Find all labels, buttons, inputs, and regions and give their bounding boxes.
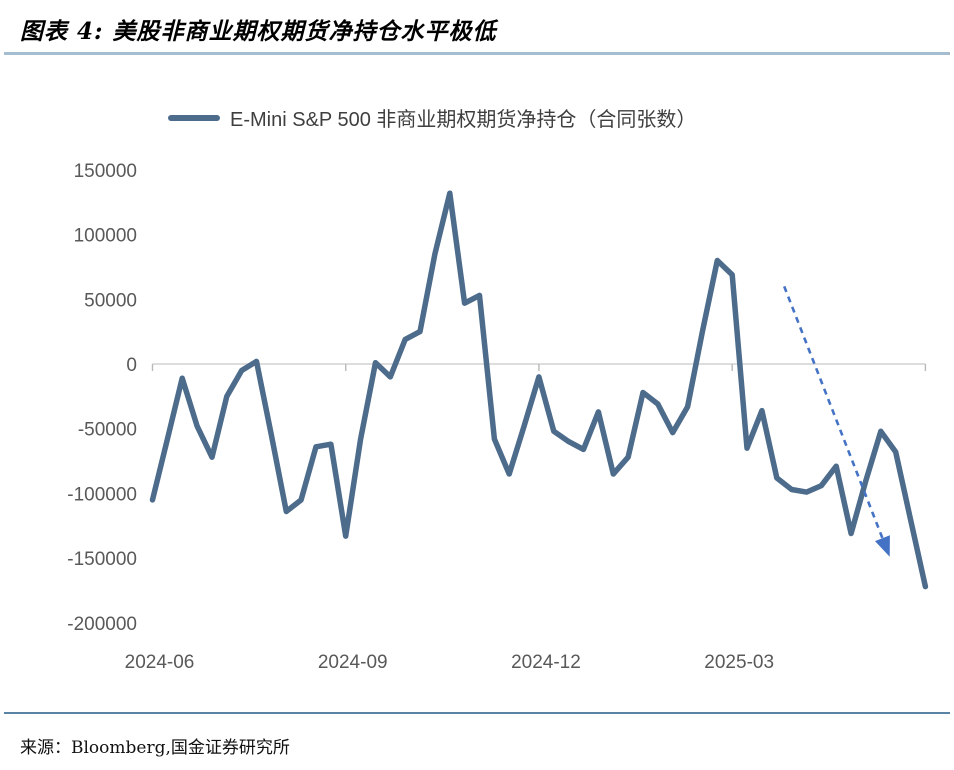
source-divider	[4, 712, 950, 714]
y-axis-tick-label: 50000	[84, 290, 137, 311]
x-axis-tick-label: 2024-12	[511, 652, 581, 673]
y-axis-tick-label: -200000	[67, 614, 137, 635]
x-axis-tick-label: 2024-09	[318, 652, 388, 673]
y-axis-tick-label: -50000	[78, 420, 137, 441]
title-divider	[4, 52, 950, 55]
y-axis-tick-label: 150000	[74, 161, 137, 182]
y-axis-tick-label: 100000	[74, 226, 137, 247]
source-note: 来源：Bloomberg,国金证券研究所	[20, 738, 290, 758]
y-axis-tick-label: -150000	[67, 549, 137, 570]
legend-line-swatch	[168, 114, 220, 121]
y-axis-tick-label: -100000	[67, 484, 137, 505]
x-axis-tick-label: 2025-03	[704, 652, 774, 673]
trend-arrowhead	[875, 535, 890, 557]
series-line	[149, 190, 929, 590]
legend-label: E-Mini S&P 500 非商业期权期货净持仓（合同张数）	[230, 109, 697, 131]
trend-arrow	[782, 285, 886, 543]
figure-title: 图表 4: 美股非商业期权期货净持仓水平极低	[20, 18, 497, 45]
x-axis-tick-label: 2024-06	[125, 652, 195, 673]
chart-legend: E-Mini S&P 500 非商业期权期货净持仓（合同张数）	[168, 103, 696, 132]
y-axis-tick-label: 0	[126, 355, 137, 376]
